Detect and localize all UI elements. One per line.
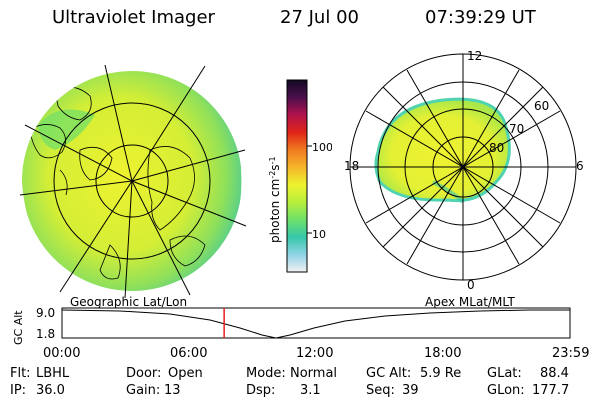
colorbar-tick-10: 10	[312, 228, 326, 241]
coastlines	[27, 86, 206, 280]
mlat-label-60: 60	[534, 99, 549, 113]
geo-grid	[19, 64, 247, 299]
dsp-value: 3.1	[300, 383, 321, 398]
geographic-image	[19, 64, 247, 299]
mlt-label-12: 12	[467, 49, 482, 63]
door-value: Open	[168, 366, 203, 381]
xtick-0000: 00:00	[43, 346, 81, 361]
xtick-1200: 12:00	[296, 346, 334, 361]
gain-label: Gain:	[126, 383, 161, 398]
dsp-label: Dsp:	[246, 383, 276, 398]
ip-value: 36.0	[36, 383, 65, 398]
xtick-0600: 06:00	[170, 346, 208, 361]
glon-value: 177.7	[532, 383, 570, 398]
mode-value: Normal	[290, 366, 338, 381]
date-label: 27 Jul 00	[280, 7, 359, 28]
xtick-2359: 23:59	[552, 346, 590, 361]
apex-caption: Apex MLat/MLT	[425, 295, 515, 309]
door-label: Door:	[126, 366, 162, 381]
colorbar-tick-100: 100	[312, 141, 332, 154]
colorbar-unit-label: photon cm-2s-1	[268, 156, 282, 243]
seq-value: 39	[402, 383, 419, 398]
ip-label: IP:	[10, 383, 27, 398]
polar-plot: 12 18 6 0 60 70 80	[344, 49, 584, 292]
mlat-label-80: 80	[489, 141, 504, 155]
glat-value: 88.4	[540, 366, 569, 381]
timeline-ylabel: GC Alt	[12, 310, 25, 345]
colorbar: 100 10 photon cm-2s-1	[268, 79, 332, 273]
mlat-label-70: 70	[509, 122, 524, 136]
polar-grid	[349, 53, 577, 281]
gcalt-value: 5.9 Re	[420, 366, 462, 381]
auroral-oval	[374, 97, 511, 203]
glon-label: GLon:	[487, 383, 525, 398]
altitude-curve	[61, 309, 570, 339]
flt-label: Flt:	[10, 366, 31, 381]
instrument-title: Ultraviolet Imager	[52, 7, 215, 28]
colorbar-gradient	[286, 79, 308, 273]
seq-label: Seq:	[366, 383, 395, 398]
timeline-ytick-low: 1.8	[36, 327, 55, 341]
timeline-ytick-high: 9.0	[36, 306, 55, 320]
mlt-label-0: 0	[467, 278, 475, 292]
mlt-label-18: 18	[344, 159, 359, 173]
mlt-label-6: 6	[576, 159, 584, 173]
gcalt-label: GC Alt:	[366, 366, 412, 381]
glat-label: GLat:	[487, 366, 522, 381]
timeline-frame	[61, 307, 571, 339]
altitude-timeline: GC Alt 9.0 1.8	[12, 306, 571, 345]
xtick-1800: 18:00	[424, 346, 462, 361]
flt-value: LBHL	[36, 366, 70, 381]
time-label: 07:39:29 UT	[425, 7, 536, 28]
geographic-caption: Geographic Lat/Lon	[70, 295, 188, 309]
gain-value: 13	[164, 383, 181, 398]
mode-label: Mode:	[246, 366, 286, 381]
